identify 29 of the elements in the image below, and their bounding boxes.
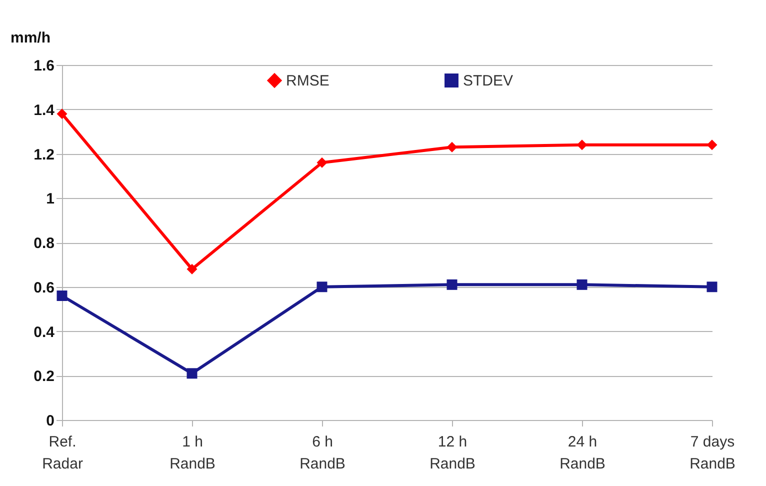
x-tick-label: 1 h RandB (170, 434, 216, 472)
y-tick-label: 0.2 (34, 368, 54, 386)
y-tick-label: 1 (46, 190, 54, 208)
y-tick-label: 1.6 (34, 58, 54, 74)
point (576, 279, 588, 290)
point (186, 368, 198, 379)
point (576, 140, 588, 150)
y-tick-label: 0.8 (34, 235, 54, 252)
point (186, 264, 198, 274)
point (446, 279, 458, 290)
point (706, 282, 718, 292)
y-axis-title: mm/h (10, 30, 51, 46)
legend-label: STDEV (463, 72, 514, 90)
y-tick-label: 0.4 (34, 324, 56, 341)
point (316, 282, 328, 292)
legend-label: RMSE (286, 72, 330, 90)
point (316, 157, 328, 168)
point (56, 290, 68, 301)
y-tick-label: 1.2 (34, 146, 54, 164)
x-tick-label: Ref. Radar (42, 434, 83, 472)
x-tick-label: 7 days RandB (690, 434, 736, 472)
x-tick-label: 6 h RandB (300, 434, 346, 472)
y-tick-label: 0 (46, 412, 54, 430)
y-tick-label: 1.4 (34, 102, 56, 119)
x-tick-label: 24 h RandB (560, 434, 606, 472)
y-tick-label: 0.6 (34, 279, 54, 296)
point (706, 140, 718, 150)
x-tick-label: 12 h RandB (430, 434, 476, 472)
point (446, 142, 458, 152)
